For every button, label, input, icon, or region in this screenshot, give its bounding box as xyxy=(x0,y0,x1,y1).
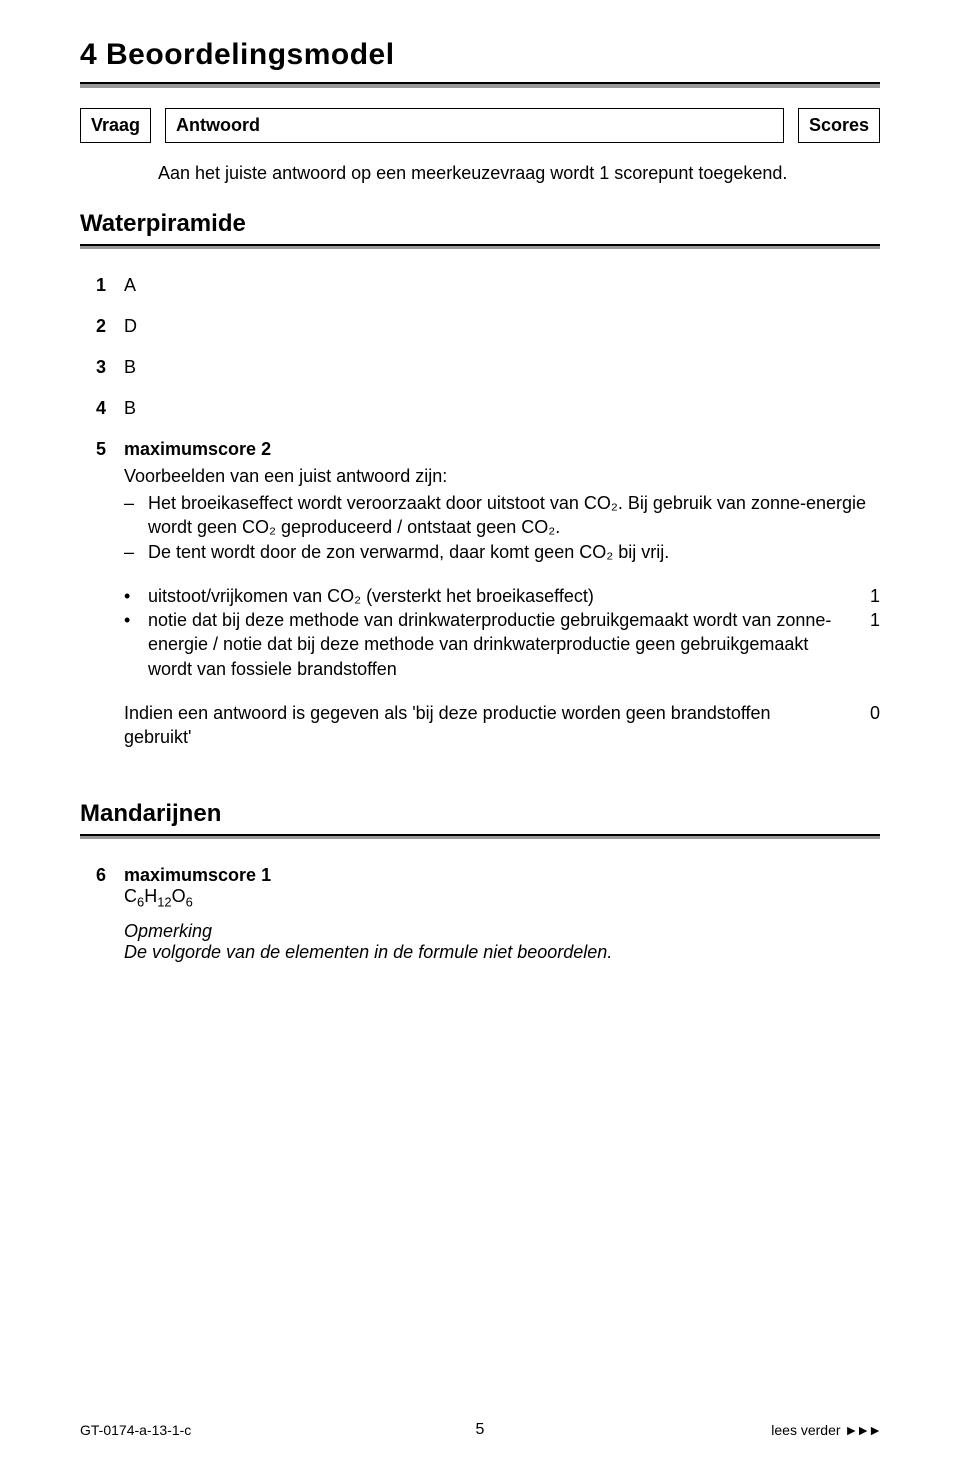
q5-maxscore: maximumscore 2 xyxy=(124,439,880,460)
bullet-text: notie dat bij deze methode van drinkwate… xyxy=(148,608,842,681)
page-footer: GT-0174-a-13-1-c 5 lees verder ►►► xyxy=(80,1422,880,1438)
section-rule-2 xyxy=(80,834,880,839)
section-waterpiramide: Waterpiramide xyxy=(80,210,880,238)
header-scores: Scores xyxy=(798,108,880,143)
q6-opmerking-label: Opmerking xyxy=(124,921,880,942)
q6-block: 6 maximumscore 1 C6H12O6 Opmerking De vo… xyxy=(80,865,880,963)
q5-number: 5 xyxy=(80,439,124,750)
spacer xyxy=(80,770,880,800)
q6-number: 6 xyxy=(80,865,124,963)
header-antwoord: Antwoord xyxy=(165,108,784,143)
q5-examples-label: Voorbeelden van een juist antwoord zijn: xyxy=(124,466,880,487)
q5-dash-list: – Het broeikaseffect wordt veroorzaakt d… xyxy=(124,491,880,564)
dash-icon: – xyxy=(124,491,148,540)
section-mandarijnen: Mandarijnen xyxy=(80,800,880,828)
list-item: • notie dat bij deze methode van drinkwa… xyxy=(124,608,880,681)
q5-bullet-list: • uitstoot/vrijkomen van CO₂ (versterkt … xyxy=(124,584,880,681)
mc-answer: A xyxy=(124,275,880,296)
mc-number: 2 xyxy=(80,316,124,337)
footer-page-number: 5 xyxy=(80,1421,880,1439)
q6-body: maximumscore 1 C6H12O6 Opmerking De volg… xyxy=(124,865,880,963)
q5-indien: Indien een antwoord is gegeven als 'bij … xyxy=(124,701,880,750)
bullet-icon: • xyxy=(124,584,148,608)
bullet-icon: • xyxy=(124,608,148,681)
q5-body: maximumscore 2 Voorbeelden van een juist… xyxy=(124,439,880,750)
mc-answer: D xyxy=(124,316,880,337)
page-title: 4 Beoordelingsmodel xyxy=(80,38,880,72)
mc-number: 3 xyxy=(80,357,124,378)
q6-maxscore: maximumscore 1 xyxy=(124,865,880,886)
q5-block: 5 maximumscore 2 Voorbeelden van een jui… xyxy=(80,439,880,750)
bullet-text: uitstoot/vrijkomen van CO₂ (versterkt he… xyxy=(148,584,842,608)
bullet-score: 1 xyxy=(852,584,880,608)
mc-number: 4 xyxy=(80,398,124,419)
title-rule xyxy=(80,82,880,88)
dash-icon: – xyxy=(124,540,148,564)
bullet-score: 1 xyxy=(852,608,880,681)
page: 4 Beoordelingsmodel Vraag Antwoord Score… xyxy=(0,0,960,1474)
mc-row: 4 B xyxy=(80,398,880,419)
mc-row: 3 B xyxy=(80,357,880,378)
dash-text: Het broeikaseffect wordt veroorzaakt doo… xyxy=(148,491,880,540)
list-item: – De tent wordt door de zon verwarmd, da… xyxy=(124,540,880,564)
section-rule-1 xyxy=(80,244,880,249)
mc-answer: B xyxy=(124,357,880,378)
q6-opmerking-text: De volgorde van de elementen in de formu… xyxy=(124,942,880,963)
indien-text: Indien een antwoord is gegeven als 'bij … xyxy=(124,701,842,750)
list-item: • uitstoot/vrijkomen van CO₂ (versterkt … xyxy=(124,584,880,608)
intro-text: Aan het juiste antwoord op een meerkeuze… xyxy=(158,163,880,184)
header-row: Vraag Antwoord Scores xyxy=(80,108,880,143)
header-vraag: Vraag xyxy=(80,108,151,143)
dash-text: De tent wordt door de zon verwarmd, daar… xyxy=(148,540,669,564)
mc-answer: B xyxy=(124,398,880,419)
list-item: – Het broeikaseffect wordt veroorzaakt d… xyxy=(124,491,880,540)
mc-row: 1 A xyxy=(80,275,880,296)
indien-score: 0 xyxy=(852,701,880,750)
q6-formula: C6H12O6 xyxy=(124,886,880,907)
mc-number: 1 xyxy=(80,275,124,296)
mc-row: 2 D xyxy=(80,316,880,337)
